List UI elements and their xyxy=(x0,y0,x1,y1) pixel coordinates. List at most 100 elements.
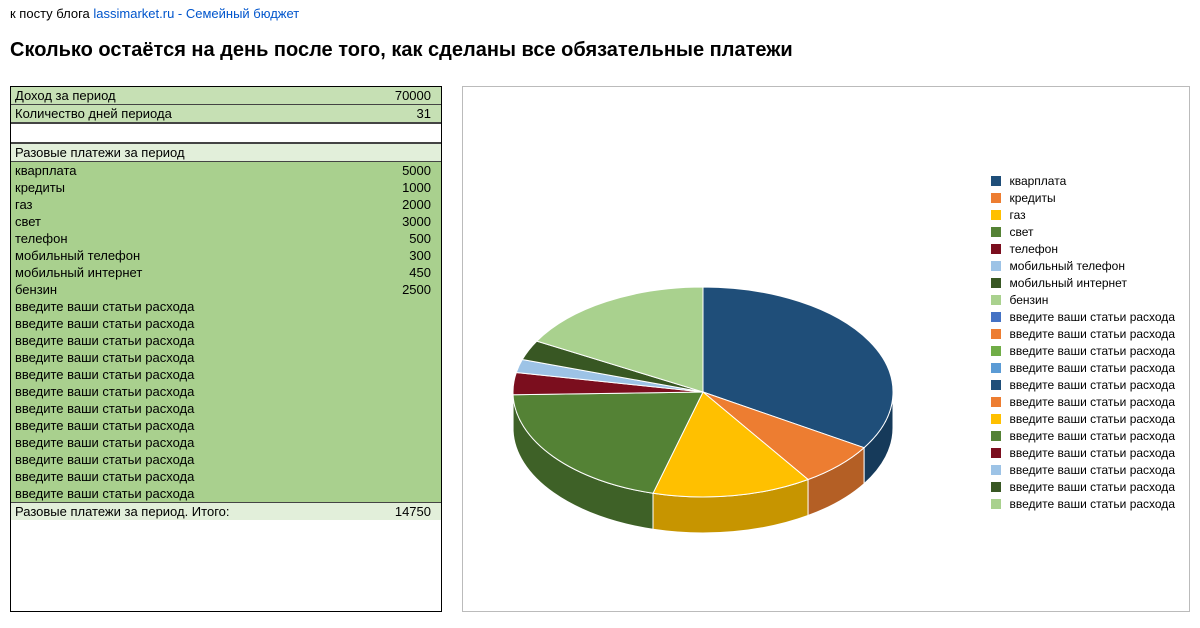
row-value: 300 xyxy=(317,247,441,264)
table-row: введите ваши статьи расхода xyxy=(11,451,441,468)
row-value: 2500 xyxy=(317,281,441,298)
breadcrumb: к посту блога lassimarket.ru - Семейный … xyxy=(0,0,1200,21)
legend-item: газ xyxy=(991,208,1175,222)
row-value xyxy=(317,383,441,400)
pie-chart xyxy=(513,287,913,550)
legend-item: введите ваши статьи расхода xyxy=(991,480,1175,494)
row-value: 2000 xyxy=(317,196,441,213)
legend-swatch xyxy=(991,312,1001,322)
row-label: введите ваши статьи расхода xyxy=(11,298,317,315)
legend-item: введите ваши статьи расхода xyxy=(991,412,1175,426)
row-label: введите ваши статьи расхода xyxy=(11,434,317,451)
legend-item: введите ваши статьи расхода xyxy=(991,497,1175,511)
legend-item: введите ваши статьи расхода xyxy=(991,463,1175,477)
table-row: мобильный телефон300 xyxy=(11,247,441,264)
legend-swatch xyxy=(991,448,1001,458)
row-value xyxy=(317,298,441,315)
legend-swatch xyxy=(991,227,1001,237)
legend-item: бензин xyxy=(991,293,1175,307)
legend-item: введите ваши статьи расхода xyxy=(991,310,1175,324)
chart-legend: кварплатакредитыгазсветтелефонмобильный … xyxy=(991,171,1175,514)
legend-item: введите ваши статьи расхода xyxy=(991,344,1175,358)
legend-label: свет xyxy=(1009,225,1033,239)
row-label: телефон xyxy=(11,230,317,247)
legend-item: введите ваши статьи расхода xyxy=(991,361,1175,375)
legend-label: кредиты xyxy=(1009,191,1055,205)
row-label: бензин xyxy=(11,281,317,298)
legend-swatch xyxy=(991,499,1001,509)
row-value: 3000 xyxy=(317,213,441,230)
row-label: введите ваши статьи расхода xyxy=(11,468,317,485)
income-value: 70000 xyxy=(317,87,441,104)
row-value xyxy=(317,349,441,366)
legend-label: введите ваши статьи расхода xyxy=(1009,446,1175,460)
chart-panel: кварплатакредитыгазсветтелефонмобильный … xyxy=(462,86,1190,612)
table-row: кредиты1000 xyxy=(11,179,441,196)
row-value xyxy=(317,417,441,434)
legend-label: телефон xyxy=(1009,242,1058,256)
table-row: бензин2500 xyxy=(11,281,441,298)
table-row: свет3000 xyxy=(11,213,441,230)
table-row: введите ваши статьи расхода xyxy=(11,400,441,417)
total-value: 14750 xyxy=(317,503,441,520)
table-row: введите ваши статьи расхода xyxy=(11,383,441,400)
row-label: введите ваши статьи расхода xyxy=(11,400,317,417)
legend-item: введите ваши статьи расхода xyxy=(991,395,1175,409)
row-value xyxy=(317,451,441,468)
legend-label: введите ваши статьи расхода xyxy=(1009,497,1175,511)
table-divider xyxy=(11,123,441,143)
row-value: 500 xyxy=(317,230,441,247)
legend-swatch xyxy=(991,431,1001,441)
legend-swatch xyxy=(991,380,1001,390)
legend-swatch xyxy=(991,261,1001,271)
legend-label: введите ваши статьи расхода xyxy=(1009,327,1175,341)
days-label: Количество дней периода xyxy=(11,105,317,122)
table-row: введите ваши статьи расхода xyxy=(11,434,441,451)
legend-label: введите ваши статьи расхода xyxy=(1009,463,1175,477)
row-label: введите ваши статьи расхода xyxy=(11,349,317,366)
budget-table: Доход за период 70000 Количество дней пе… xyxy=(10,86,442,612)
row-label: введите ваши статьи расхода xyxy=(11,366,317,383)
row-label: введите ваши статьи расхода xyxy=(11,332,317,349)
breadcrumb-prefix: к посту блога xyxy=(10,6,93,21)
legend-label: бензин xyxy=(1009,293,1048,307)
row-value xyxy=(317,366,441,383)
page-title: Сколько остаётся на день после того, как… xyxy=(10,39,1190,62)
legend-label: введите ваши статьи расхода xyxy=(1009,395,1175,409)
row-label: кредиты xyxy=(11,179,317,196)
table-row: телефон500 xyxy=(11,230,441,247)
table-row: введите ваши статьи расхода xyxy=(11,485,441,502)
days-value: 31 xyxy=(317,105,441,122)
legend-swatch xyxy=(991,363,1001,373)
table-row: введите ваши статьи расхода xyxy=(11,349,441,366)
legend-label: введите ваши статьи расхода xyxy=(1009,310,1175,324)
row-value: 5000 xyxy=(317,162,441,179)
legend-swatch xyxy=(991,329,1001,339)
legend-swatch xyxy=(991,210,1001,220)
legend-swatch xyxy=(991,414,1001,424)
legend-swatch xyxy=(991,465,1001,475)
legend-swatch xyxy=(991,244,1001,254)
row-value xyxy=(317,315,441,332)
legend-item: мобильный интернет xyxy=(991,276,1175,290)
legend-label: введите ваши статьи расхода xyxy=(1009,378,1175,392)
table-row: введите ваши статьи расхода xyxy=(11,315,441,332)
legend-label: введите ваши статьи расхода xyxy=(1009,412,1175,426)
legend-label: введите ваши статьи расхода xyxy=(1009,429,1175,443)
legend-swatch xyxy=(991,397,1001,407)
row-label: кварплата xyxy=(11,162,317,179)
row-label: мобильный интернет xyxy=(11,264,317,281)
legend-item: введите ваши статьи расхода xyxy=(991,429,1175,443)
table-row: введите ваши статьи расхода xyxy=(11,332,441,349)
total-label: Разовые платежи за период. Итого: xyxy=(11,503,317,520)
breadcrumb-link[interactable]: lassimarket.ru - Семейный бюджет xyxy=(93,6,299,21)
row-value xyxy=(317,468,441,485)
legend-swatch xyxy=(991,295,1001,305)
legend-label: введите ваши статьи расхода xyxy=(1009,480,1175,494)
row-label: введите ваши статьи расхода xyxy=(11,383,317,400)
table-row: мобильный интернет450 xyxy=(11,264,441,281)
legend-item: введите ваши статьи расхода xyxy=(991,327,1175,341)
legend-label: газ xyxy=(1009,208,1025,222)
legend-swatch xyxy=(991,346,1001,356)
section-label: Разовые платежи за период xyxy=(11,144,317,161)
